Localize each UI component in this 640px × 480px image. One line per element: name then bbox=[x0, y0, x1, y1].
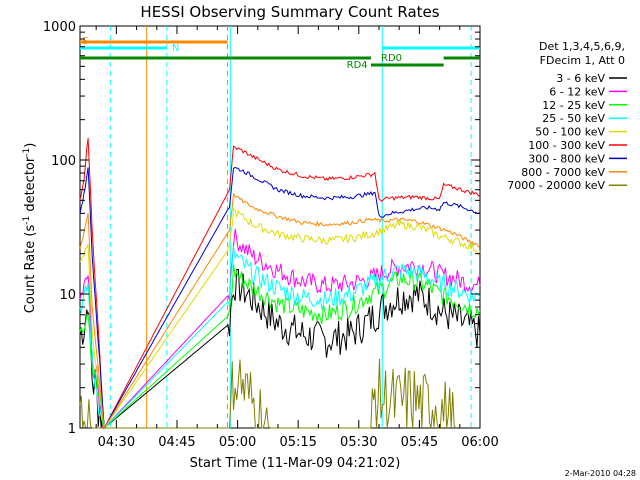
x-tick-label-3: 05:15 bbox=[279, 435, 316, 450]
y-tick-label-1: 10 bbox=[59, 288, 76, 303]
x-tick-label-6: 06:00 bbox=[461, 435, 498, 450]
series-line-4 bbox=[79, 207, 481, 430]
chart-title: HESSI Observing Summary Count Rates bbox=[140, 3, 439, 21]
legend: Det 1,3,4,5,6,9, FDecim 1, Att 0 3 - 6 k… bbox=[507, 40, 627, 192]
x-tick-label-2: 05:00 bbox=[219, 435, 256, 450]
indicator-layer: S N RD0 RD4 bbox=[80, 26, 480, 428]
y-tick-label-3: 1000 bbox=[43, 20, 76, 35]
series-line-3 bbox=[79, 246, 481, 430]
series-layer bbox=[79, 137, 481, 430]
series-line-1 bbox=[79, 228, 481, 429]
legend-label-8: 7000 - 20000 keV bbox=[507, 179, 605, 192]
y-axis-label-main: Count Rate (s bbox=[23, 225, 38, 314]
y-axis-label-sup1: -1 bbox=[22, 216, 32, 225]
y-tick-label-0: 1 bbox=[68, 422, 76, 437]
rd0-indicator-label: RD0 bbox=[381, 53, 402, 64]
legend-label-4: 50 - 100 keV bbox=[535, 126, 605, 139]
series-line-8 bbox=[79, 358, 457, 429]
y-tick-label-2: 100 bbox=[51, 154, 76, 169]
y-axis-label-end: ) bbox=[23, 143, 38, 148]
legend-label-0: 3 - 6 keV bbox=[556, 72, 605, 85]
legend-label-6: 300 - 800 keV bbox=[528, 152, 605, 165]
legend-header-line1: Det 1,3,4,5,6,9, bbox=[539, 40, 625, 53]
series-line-2 bbox=[79, 264, 481, 429]
night-indicator-label: N bbox=[172, 43, 179, 54]
legend-label-5: 100 - 300 keV bbox=[528, 139, 605, 152]
x-axis-label: Start Time (11-Mar-09 04:21:02) bbox=[190, 456, 401, 471]
x-axis: 04:30 04:45 05:00 05:15 05:30 05:45 06:00 bbox=[95, 26, 499, 450]
x-tick-label-4: 05:30 bbox=[340, 435, 377, 450]
legend-label-7: 800 - 7000 keV bbox=[521, 166, 605, 179]
y-axis-label-mid: detector bbox=[23, 156, 38, 216]
series-line-7 bbox=[79, 193, 481, 430]
series-line-6 bbox=[79, 166, 481, 430]
legend-label-3: 25 - 50 keV bbox=[542, 112, 605, 125]
legend-label-2: 12 - 25 keV bbox=[542, 99, 605, 112]
x-tick-label-5: 05:45 bbox=[401, 435, 438, 450]
y-axis: 1 10 100 1000 bbox=[43, 20, 480, 437]
x-tick-label-0: 04:30 bbox=[98, 435, 135, 450]
rd4-indicator-label: RD4 bbox=[347, 60, 368, 71]
saa-indicator-label: S bbox=[82, 36, 88, 47]
y-axis-label-sup2: -1 bbox=[22, 148, 32, 157]
series-line-5 bbox=[79, 137, 481, 430]
legend-header-line2: FDecim 1, Att 0 bbox=[540, 54, 625, 67]
x-tick-label-1: 04:45 bbox=[158, 435, 195, 450]
timestamp: 2-Mar-2010 04:28 bbox=[565, 469, 636, 478]
legend-label-1: 6 - 12 keV bbox=[549, 85, 605, 98]
series-line-0 bbox=[79, 268, 481, 429]
y-axis-label: Count Rate (s-1 detector-1) bbox=[22, 143, 38, 314]
